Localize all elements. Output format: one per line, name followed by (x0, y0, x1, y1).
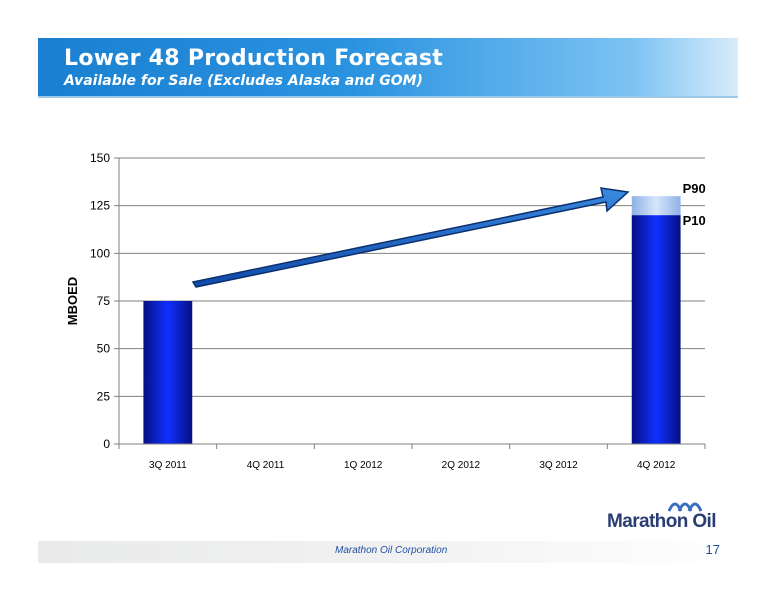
annotation-p90: P90 (683, 181, 706, 196)
x-tick-label: 4Q 2011 (247, 460, 285, 471)
axes (114, 157, 706, 449)
y-tick-label: 150 (90, 151, 110, 165)
page-number: 17 (705, 542, 720, 557)
y-tick-label: 100 (90, 246, 110, 260)
annotation-p10: P10 (683, 213, 706, 228)
marathon-oil-logo: Marathon Oil (607, 497, 727, 537)
x-tick-label: 3Q 2012 (539, 460, 578, 471)
page-title: Lower 48 Production Forecast (64, 46, 444, 71)
x-tick-label: 2Q 2012 (442, 460, 481, 471)
page-subtitle: Available for Sale (Excludes Alaska and … (64, 73, 423, 89)
x-tick-label: 1Q 2012 (344, 460, 383, 471)
logo-waves-icon (667, 502, 703, 512)
trend-arrow-icon (191, 187, 630, 288)
logo-text: Marathon Oil (607, 511, 717, 532)
y-axis-label: MBOED (65, 277, 80, 325)
title-banner: Lower 48 Production Forecast Available f… (38, 38, 738, 98)
y-tick-label: 0 (103, 437, 110, 451)
footer-company: Marathon Oil Corporation (335, 545, 448, 556)
bar-p10 (631, 215, 681, 444)
footer-bar: Marathon Oil Corporation 17 (38, 541, 738, 563)
labels: 0 25 50 75 100 125 150 3Q 2011 4Q 2011 1Q 2012 2Q … (65, 151, 706, 471)
bars (143, 196, 681, 444)
x-tick-label: 4Q 2012 (637, 460, 676, 471)
y-tick-label: 75 (97, 294, 111, 308)
x-tick-label: 3Q 2011 (149, 460, 187, 471)
y-tick-label: 25 (97, 389, 111, 403)
y-tick-label: 125 (90, 199, 110, 213)
bar-p90 (631, 196, 681, 216)
trend-arrow (191, 187, 630, 288)
y-tick-label: 50 (97, 342, 111, 356)
bar-p10 (143, 301, 193, 444)
